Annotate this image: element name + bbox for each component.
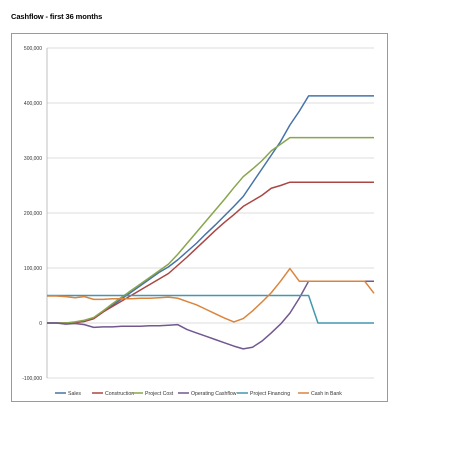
- legend-label-construction: Construction: [105, 391, 134, 397]
- y-tick-label: 0: [39, 321, 42, 327]
- y-tick-label: 300,000: [24, 156, 42, 162]
- legend-label-project-cost: Project Cost: [145, 391, 174, 397]
- gridlines: [46, 47, 374, 379]
- series-line-project-financing: [47, 294, 374, 324]
- legend-label-cash-in-bank: Cash in Bank: [311, 391, 342, 397]
- series-line-sales: [47, 95, 374, 324]
- chart-frame: [11, 33, 388, 402]
- series-lines: [47, 95, 375, 350]
- y-tick-label: 100,000: [24, 266, 42, 272]
- chart-title: Cashflow - first 36 months: [11, 12, 103, 21]
- series-line-construction: [47, 181, 374, 324]
- legend-label-project-financing: Project Financing: [250, 391, 290, 397]
- y-tick-label: -100,000: [22, 376, 42, 382]
- y-tick-labels: -100,000 0 100,000 200,000 300,000 400,000 500…: [22, 46, 42, 382]
- legend-label-sales: Sales: [68, 391, 81, 397]
- legend-label-operating-cashflow: Operating Cashflow: [191, 391, 237, 397]
- y-tick-label: 400,000: [24, 101, 42, 107]
- series-line-cash-in-bank: [47, 267, 375, 323]
- y-tick-label: 200,000: [24, 211, 42, 217]
- series-line-project-cost: [47, 136, 374, 324]
- legend: Sales Construction Project Cost Operating C…: [55, 391, 342, 397]
- y-tick-label: 500,000: [24, 46, 42, 52]
